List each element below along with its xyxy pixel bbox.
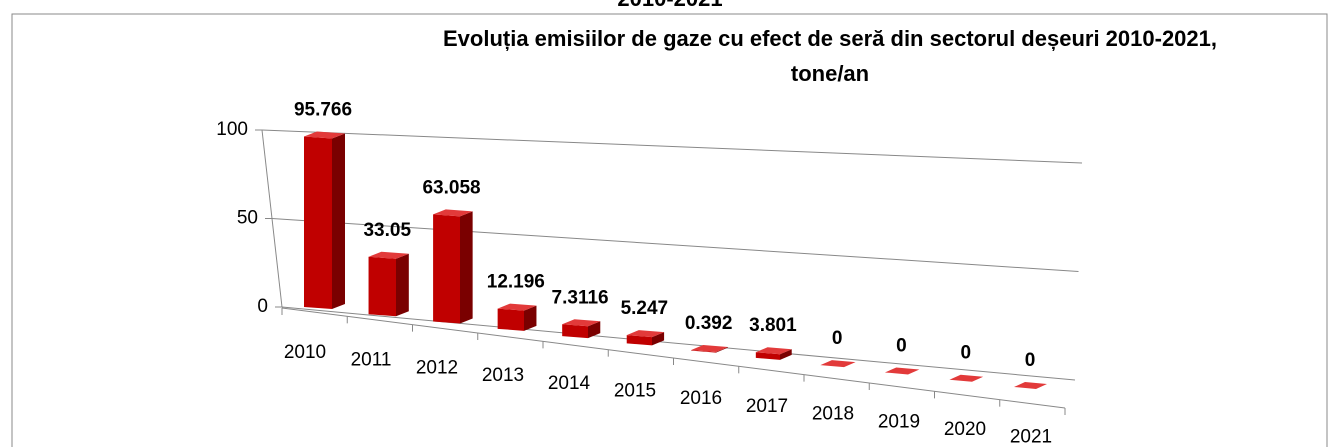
bar-face [588,321,601,339]
x-tick-label: 2021 [1010,427,1052,447]
y-tick-label: 100 [216,119,248,140]
value-label: 0 [832,328,843,349]
bar-face [368,251,409,259]
bar-face [755,352,780,360]
x-tick-label: 2013 [482,365,524,386]
value-label: 33.05 [363,220,411,241]
bar-face [755,347,792,355]
bar-face [524,305,537,331]
y-tick-label: 0 [257,296,268,317]
value-label: 0 [960,343,971,364]
bar-face [497,308,524,331]
value-label: 0.392 [685,313,733,334]
value-label: 7.3116 [552,287,609,308]
bar [497,303,537,331]
bar-face [626,330,665,338]
bar [433,209,473,324]
bar-face [304,136,332,309]
grid-line [271,218,1079,272]
bar [304,131,345,309]
value-label: 3.801 [749,315,797,336]
grid-line [261,129,1083,164]
chart-frame [11,13,1328,447]
bar-face [1014,382,1047,389]
value-label: 0 [896,335,907,356]
x-tick-label: 2017 [746,396,788,417]
bar-face [820,360,856,368]
x-tick-label: 2020 [944,419,986,440]
bar-face [433,214,460,324]
value-label: 12.196 [487,272,545,293]
bar-face [497,303,537,311]
bar-face [716,347,728,353]
bar [626,330,665,346]
bar-face [780,349,792,360]
value-label: 63.058 [422,177,480,198]
bar-face [949,374,984,382]
bar [1014,382,1047,389]
bar-face [396,253,409,317]
bar-face [562,324,588,339]
bar-face [460,211,473,324]
bar-face [433,209,473,217]
y-tick-label: 50 [237,208,258,229]
bar [820,360,856,368]
bar [562,319,601,339]
bar-face [884,367,920,375]
value-label: 5.247 [621,298,669,319]
y-axis [261,129,283,308]
bar-face [562,319,601,327]
page-heading: 2010-2021 [617,0,722,11]
bar [691,345,728,353]
bar [368,251,409,317]
chart-subtitle: tone/an [791,61,869,86]
x-tick-label: 2019 [878,411,920,432]
bar-face [304,131,345,139]
x-tick-label: 2011 [351,350,392,371]
bar [884,367,920,375]
chart-title: Evoluția emisiilor de gaze cu efect de s… [443,26,1217,51]
x-tick-label: 2015 [614,381,656,402]
bar [949,374,984,382]
x-tick-label: 2016 [680,388,722,409]
grid-line [281,306,1076,381]
bar-face [626,335,652,346]
bar-face [652,332,665,346]
bar-face [691,345,728,353]
x-tick-label: 2012 [416,357,458,378]
bar [755,347,792,360]
value-label: 0 [1025,350,1036,371]
value-label: 95.766 [294,100,352,121]
bar-face [332,133,345,309]
bar-face [368,256,396,317]
bar-face [691,350,716,353]
x-tick-label: 2014 [548,373,591,394]
x-tick-label: 2010 [284,342,326,363]
x-tick-label: 2018 [812,404,854,425]
